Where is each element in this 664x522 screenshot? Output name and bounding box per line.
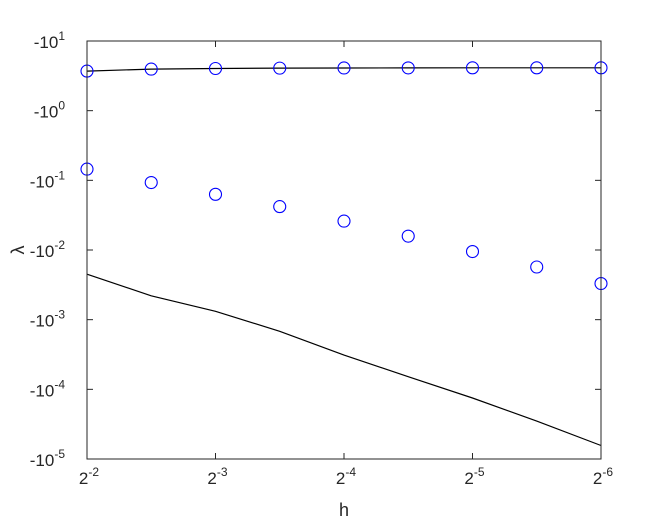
series-1-point: [337, 61, 351, 75]
series-1-point: [273, 61, 287, 75]
y-tick-label: -101: [34, 29, 66, 52]
y-axis-ticks: -101 -100 -10-1 -10-2 -10-3 -10-4 -10-5: [30, 29, 601, 470]
x-tick-label: 2-5: [464, 465, 484, 488]
series-1-point: [144, 62, 158, 76]
x-tick-label: 2-6: [593, 465, 613, 488]
x-axis-ticks: 2-2 2-3 2-4 2-5 2-6: [79, 41, 613, 488]
y-tick-label: -100: [34, 99, 66, 122]
series-2-point: [530, 260, 544, 274]
series-2-point: [465, 245, 480, 259]
series-2-point: [401, 229, 415, 243]
series-1-point: [465, 61, 480, 75]
series-1-point: [208, 61, 223, 76]
series-2-point: [208, 187, 223, 201]
series-1-point: [401, 61, 415, 75]
x-tick-label: 2-2: [79, 465, 99, 488]
series-3-line: [86, 273, 602, 447]
y-tick-label: -10-1: [30, 168, 66, 191]
y-axis-label: λ: [8, 246, 28, 255]
y-tick-label: -10-3: [30, 308, 66, 331]
x-tick-label: 2-4: [336, 465, 356, 488]
series-2-point: [273, 200, 287, 214]
x-axis-label: h: [339, 500, 349, 520]
y-tick-label: -10-2: [30, 238, 66, 261]
series-2-point: [337, 214, 351, 228]
series-1-point: [530, 61, 544, 75]
y-tick-label: -10-5: [30, 447, 66, 470]
plot-marks: [80, 61, 608, 447]
series-2-point: [144, 175, 158, 190]
series-0-line: [86, 67, 601, 72]
plot-frame: [86, 40, 602, 460]
y-tick-label: -10-4: [30, 377, 66, 400]
x-tick-label: 2-3: [207, 465, 227, 488]
